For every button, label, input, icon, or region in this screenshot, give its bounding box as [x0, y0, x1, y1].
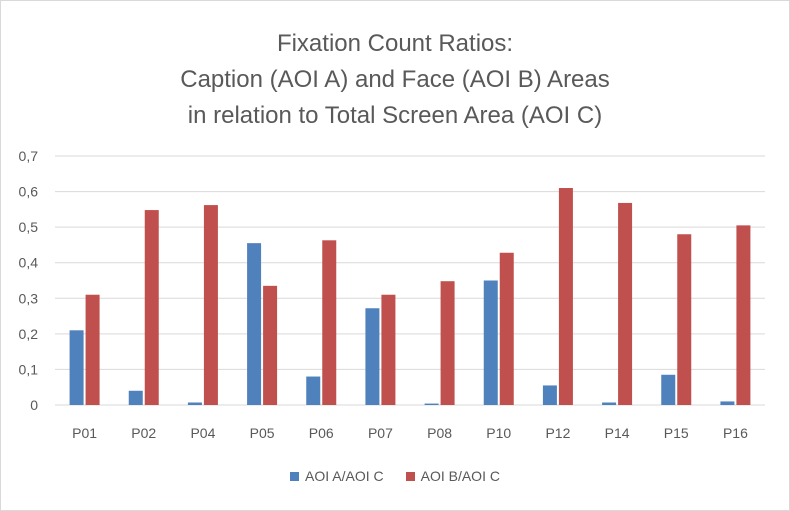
- legend-label-aoi-b: AOI B/AOI C: [420, 468, 500, 484]
- bar-aoi-b: [499, 252, 514, 405]
- y-tick-label: 0: [30, 397, 38, 413]
- bar-aoi-b: [558, 188, 573, 405]
- bar-aoi-a: [542, 385, 557, 405]
- y-tick-label: 0,1: [19, 361, 39, 377]
- chart-title-line-2: Caption (AOI A) and Face (AOI B) Areas: [180, 66, 610, 93]
- bar-aoi-a: [661, 374, 676, 405]
- x-tick-label: P15: [664, 425, 689, 441]
- bar-aoi-b: [322, 240, 337, 405]
- chart-title-line-1: Fixation Count Ratios:: [276, 30, 514, 57]
- chart-title-line-3: in relation to Total Screen Area (AOI C): [187, 102, 603, 129]
- bar-aoi-a: [128, 390, 143, 405]
- legend: AOI A/AOI C AOI B/AOI C: [0, 466, 790, 486]
- x-tick-label: P12: [545, 425, 570, 441]
- legend-item-aoi-b: AOI B/AOI C: [405, 468, 500, 484]
- bar-aoi-a: [69, 330, 84, 405]
- y-tick-label: 0,7: [19, 148, 39, 164]
- x-tick-label: P10: [486, 425, 511, 441]
- y-tick-label: 0,6: [19, 184, 39, 200]
- legend-label-aoi-a: AOI A/AOI C: [305, 468, 384, 484]
- bar-aoi-a: [483, 280, 498, 405]
- y-tick-label: 0,4: [19, 255, 39, 271]
- bar-aoi-b: [85, 294, 100, 405]
- x-tick-label: P16: [723, 425, 748, 441]
- y-tick-label: 0,5: [19, 219, 39, 235]
- y-tick-label: 0,3: [19, 290, 39, 306]
- bar-aoi-a: [602, 402, 617, 405]
- x-tick-label: P02: [131, 425, 156, 441]
- bar-aoi-a: [365, 308, 380, 405]
- bar-aoi-a: [720, 401, 735, 405]
- x-tick-label: P14: [605, 425, 630, 441]
- bar-aoi-b: [263, 285, 278, 405]
- bar-aoi-a: [306, 376, 321, 405]
- legend-swatch-aoi-b: [405, 471, 415, 481]
- bar-aoi-b: [440, 281, 455, 405]
- x-tick-label: P04: [190, 425, 215, 441]
- chart-title: Fixation Count Ratios: Caption (AOI A) a…: [0, 26, 790, 134]
- bar-aoi-b: [736, 225, 751, 405]
- bar-aoi-b: [144, 210, 159, 405]
- y-tick-label: 0,2: [19, 326, 39, 342]
- bar-aoi-b: [618, 202, 633, 405]
- bar-aoi-b: [677, 234, 692, 405]
- legend-swatch-aoi-a: [290, 471, 300, 481]
- x-tick-label: P05: [250, 425, 275, 441]
- bar-aoi-a: [187, 402, 202, 405]
- bar-aoi-b: [381, 294, 396, 405]
- x-tick-label: P08: [427, 425, 452, 441]
- bar-aoi-a: [424, 403, 439, 405]
- x-tick-label: P01: [72, 425, 97, 441]
- x-tick-label: P06: [309, 425, 334, 441]
- bar-aoi-b: [203, 205, 218, 405]
- x-tick-label: P07: [368, 425, 393, 441]
- legend-item-aoi-a: AOI A/AOI C: [290, 468, 384, 484]
- bar-aoi-a: [247, 243, 262, 405]
